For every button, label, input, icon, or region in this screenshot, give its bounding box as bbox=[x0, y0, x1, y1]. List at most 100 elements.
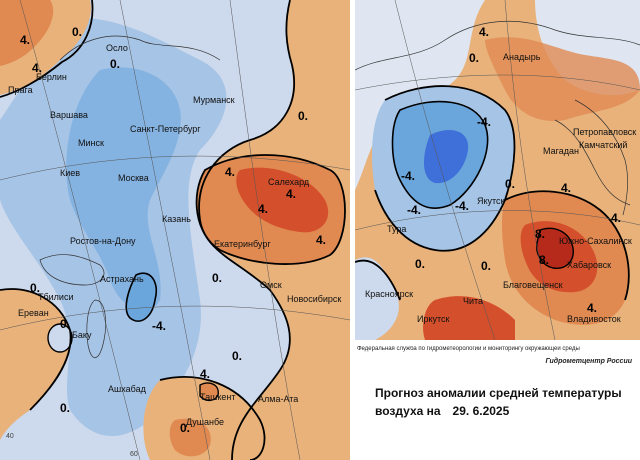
city-label: Якутск bbox=[477, 196, 505, 206]
graticule-label: 60 bbox=[130, 451, 138, 458]
city-label: Владивосток bbox=[567, 314, 621, 324]
city-label: Анадырь bbox=[503, 52, 541, 62]
city-label: Омск bbox=[260, 280, 282, 290]
city-label: Тура bbox=[387, 224, 406, 234]
isotherm-0-central-asia bbox=[159, 376, 266, 460]
isotherm-label: 4. bbox=[316, 233, 326, 247]
isotherm-label: 4. bbox=[258, 202, 268, 216]
city-label: Екатеринбург bbox=[214, 239, 271, 249]
coastline-arctic bbox=[355, 20, 640, 71]
forecast-title-line-2: воздуха на 29. 6.2025 bbox=[375, 404, 509, 418]
city-label: Ереван bbox=[18, 308, 49, 318]
isotherm-label: 0. bbox=[180, 421, 190, 435]
isotherm-label: 0. bbox=[212, 271, 222, 285]
city-label: Магадан bbox=[543, 146, 579, 156]
panel-divider bbox=[350, 0, 355, 460]
isotherm-label: 0. bbox=[469, 51, 479, 65]
coastline-caspian bbox=[86, 299, 107, 358]
coastline-black-sea bbox=[39, 254, 105, 286]
city-label: Берлин bbox=[36, 72, 67, 82]
map-west-svg: Осло Берлин Прага Варшава Мурманск Санкт… bbox=[0, 0, 350, 460]
city-label: Прага bbox=[8, 85, 33, 95]
city-label: Осло bbox=[106, 43, 128, 53]
isotherm-label: 4. bbox=[561, 181, 571, 195]
city-label: Мурманск bbox=[193, 95, 235, 105]
city-label: Алма-Ата bbox=[258, 394, 298, 404]
warm-strong-zone-chita bbox=[423, 296, 515, 340]
isotherm-label: 4. bbox=[611, 211, 621, 225]
city-label: Москва bbox=[118, 173, 149, 183]
city-label: Камчатский bbox=[579, 140, 627, 150]
city-label: Астрахань bbox=[100, 274, 144, 284]
isotherm-label: 4. bbox=[225, 165, 235, 179]
forecast-info-box: Федеральная служба по гидрометеорологии … bbox=[355, 340, 640, 460]
map-east-svg: Анадырь Петропавловск Камчатский Магадан… bbox=[355, 0, 640, 340]
cold-mid-zone-west bbox=[66, 67, 181, 311]
isotherm-label: 8. bbox=[535, 227, 545, 241]
parallel-east-2 bbox=[355, 210, 640, 231]
isotherm-label: 0. bbox=[110, 57, 120, 71]
city-label: Варшава bbox=[50, 110, 88, 120]
isotherm-label: 0. bbox=[415, 257, 425, 271]
meridian-east-2 bbox=[504, 0, 556, 340]
isotherm-label: 0. bbox=[60, 317, 70, 331]
parallel-east-1 bbox=[355, 74, 640, 91]
isotherm-0-east bbox=[198, 0, 295, 460]
isotherm-4-amur bbox=[504, 190, 630, 301]
warm-mid-zone-dushanbe bbox=[169, 418, 211, 457]
forecast-title-prefix: воздуха на bbox=[375, 404, 441, 418]
city-label: Чита bbox=[463, 296, 483, 306]
isotherm-label: 8. bbox=[539, 253, 549, 267]
city-label: Ростов-на-Дону bbox=[70, 236, 136, 246]
coastline-scandinavia bbox=[59, 35, 221, 61]
city-label: Красноярск bbox=[365, 289, 413, 299]
warm-spot-tashkent bbox=[199, 382, 219, 402]
isotherm-label: -4. bbox=[477, 115, 491, 129]
city-label: Иркутск bbox=[417, 314, 450, 324]
city-label: Ташкент bbox=[200, 392, 235, 402]
warm-mid-zone-anadyr bbox=[485, 37, 640, 121]
city-label: Душанбе bbox=[186, 417, 224, 427]
city-label: Благовещенск bbox=[503, 280, 563, 290]
isotherm-label: 0. bbox=[298, 109, 308, 123]
city-label: Салехард bbox=[268, 177, 310, 187]
isotherm-label: 0. bbox=[60, 401, 70, 415]
city-label: Новосибирск bbox=[287, 294, 341, 304]
city-label: Хабаровск bbox=[567, 260, 611, 270]
isotherm-0-caucasus bbox=[0, 288, 72, 411]
city-label: Баку bbox=[72, 330, 92, 340]
isotherm-label: -4. bbox=[152, 319, 166, 333]
isotherm-label: 4. bbox=[479, 25, 489, 39]
isotherm-label: 4. bbox=[200, 367, 210, 381]
forecast-date: 29. 6.2025 bbox=[452, 404, 510, 418]
forecast-title-line-1: Прогноз аномалии средней температуры bbox=[375, 386, 622, 400]
city-label: Тбилиси bbox=[38, 292, 74, 302]
city-label: Санкт-Петербург bbox=[130, 124, 201, 134]
city-label: Казань bbox=[162, 214, 191, 224]
isotherm-label: 0. bbox=[30, 281, 40, 295]
map-east-panel: Анадырь Петропавловск Камчатский Магадан… bbox=[355, 0, 640, 340]
agency-name: Федеральная служба по гидрометеорологии … bbox=[357, 346, 580, 352]
cold-core-astrakhan bbox=[125, 272, 157, 322]
meridian-east-1 bbox=[394, 0, 496, 340]
isotherm-label: -4. bbox=[455, 199, 469, 213]
isotherm-label: 0. bbox=[72, 25, 82, 39]
warm-mid-zone-nw bbox=[0, 0, 54, 66]
isotherm-label: 0. bbox=[232, 349, 242, 363]
warm-strong-zone-salekhard bbox=[236, 167, 329, 233]
isotherm-label: 4. bbox=[587, 301, 597, 315]
isotherm-label: 0. bbox=[505, 177, 515, 191]
isotherm-label: 4. bbox=[286, 187, 296, 201]
agency-short-name: Гидрометцентр России bbox=[545, 358, 633, 365]
cold-strong-zone-yakutia bbox=[423, 130, 469, 184]
city-label: Минск bbox=[78, 138, 104, 148]
city-label: Киев bbox=[60, 168, 80, 178]
isotherm-0-sw bbox=[355, 259, 401, 301]
isotherm-label: 0. bbox=[481, 259, 491, 273]
isotherm-4-ural bbox=[195, 154, 346, 265]
coastline-kamchatka bbox=[574, 99, 628, 216]
city-label: Петропавловск bbox=[573, 127, 636, 137]
city-label: Ашхабад bbox=[108, 384, 147, 394]
isotherm-label: -4. bbox=[401, 169, 415, 183]
isotherm-label: -4. bbox=[407, 203, 421, 217]
